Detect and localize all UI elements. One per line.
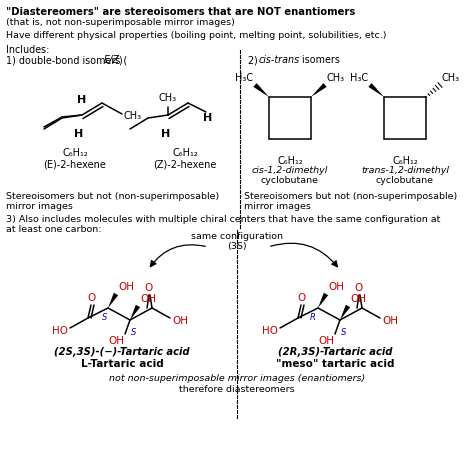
- Text: at least one carbon:: at least one carbon:: [6, 225, 101, 234]
- Text: "Diastereomers" are stereoisomers that are NOT enantiomers: "Diastereomers" are stereoisomers that a…: [6, 7, 355, 17]
- Text: S: S: [101, 313, 107, 322]
- Text: C₆H₁₂: C₆H₁₂: [62, 148, 88, 158]
- Text: O: O: [88, 293, 96, 303]
- Polygon shape: [311, 83, 327, 97]
- Text: CH₃: CH₃: [124, 111, 142, 121]
- Text: cis-trans: cis-trans: [259, 55, 300, 65]
- Text: OH: OH: [172, 316, 188, 326]
- Text: (2R,3S)-Tartaric acid: (2R,3S)-Tartaric acid: [278, 347, 392, 357]
- Text: Stereoisomers but not (non-superimposable): Stereoisomers but not (non-superimposabl…: [244, 192, 457, 201]
- Text: OH: OH: [118, 282, 134, 292]
- Text: "meso" tartaric acid: "meso" tartaric acid: [276, 359, 394, 369]
- Text: Have different physical properties (boiling point, melting point, solubilities, : Have different physical properties (boil…: [6, 31, 386, 40]
- Text: mirror images: mirror images: [6, 202, 73, 211]
- Text: (Z)-2-hexene: (Z)-2-hexene: [153, 159, 217, 169]
- Text: (E)-2-hexene: (E)-2-hexene: [44, 159, 107, 169]
- Text: H: H: [74, 129, 83, 139]
- Text: O: O: [145, 283, 153, 293]
- Text: E/Z: E/Z: [104, 55, 120, 65]
- Polygon shape: [108, 293, 118, 308]
- Polygon shape: [254, 83, 269, 97]
- Polygon shape: [340, 305, 350, 320]
- Text: C₆H₁₂: C₆H₁₂: [277, 156, 303, 166]
- Text: OH: OH: [350, 294, 366, 304]
- Text: trans-1,2-dimethyl: trans-1,2-dimethyl: [361, 166, 449, 175]
- Text: Includes:: Includes:: [6, 45, 49, 55]
- Text: H₃C: H₃C: [235, 73, 253, 83]
- Text: OH: OH: [140, 294, 156, 304]
- Text: H: H: [161, 129, 171, 139]
- Text: L-Tartaric acid: L-Tartaric acid: [81, 359, 164, 369]
- Text: O: O: [355, 283, 363, 293]
- Polygon shape: [130, 305, 140, 320]
- Text: cyclobutane: cyclobutane: [376, 176, 434, 185]
- Text: CH₃: CH₃: [442, 73, 460, 83]
- Text: C₆H₁₂: C₆H₁₂: [392, 156, 418, 166]
- Text: OH: OH: [382, 316, 398, 326]
- Text: OH: OH: [318, 336, 334, 346]
- Text: O: O: [298, 293, 306, 303]
- Text: ): ): [118, 55, 122, 65]
- Text: isomers: isomers: [299, 55, 340, 65]
- Text: H: H: [77, 95, 87, 105]
- Text: mirror images: mirror images: [244, 202, 311, 211]
- Text: S: S: [131, 328, 137, 337]
- Polygon shape: [368, 83, 384, 97]
- Text: HO: HO: [262, 326, 278, 336]
- Text: C₆H₁₂: C₆H₁₂: [172, 148, 198, 158]
- Text: OH: OH: [328, 282, 344, 292]
- Text: HO: HO: [52, 326, 68, 336]
- Text: 2): 2): [248, 55, 261, 65]
- Text: 1) double-bond isomers (: 1) double-bond isomers (: [6, 55, 127, 65]
- Text: H: H: [203, 113, 213, 123]
- Text: CH₃: CH₃: [159, 93, 177, 103]
- Text: S: S: [341, 328, 346, 337]
- Text: H₃C: H₃C: [350, 73, 368, 83]
- Text: cyclobutane: cyclobutane: [261, 176, 319, 185]
- Text: (2S,3S)-(−)-Tartaric acid: (2S,3S)-(−)-Tartaric acid: [54, 347, 190, 357]
- Text: (that is, not non-superimposable mirror images): (that is, not non-superimposable mirror …: [6, 18, 235, 27]
- Text: 3) Also includes molecules with multiple chiral centers that have the same confi: 3) Also includes molecules with multiple…: [6, 215, 440, 224]
- Text: Stereoisomers but not (non-superimposable): Stereoisomers but not (non-superimposabl…: [6, 192, 219, 201]
- Text: OH: OH: [108, 336, 124, 346]
- Text: (3S): (3S): [227, 242, 247, 251]
- Text: therefore diastereomers: therefore diastereomers: [179, 385, 295, 394]
- Text: same configuration: same configuration: [191, 232, 283, 241]
- Text: cis-1,2-dimethyl: cis-1,2-dimethyl: [252, 166, 328, 175]
- Text: CH₃: CH₃: [327, 73, 345, 83]
- Text: not non-superimposable mirror images (enantiomers): not non-superimposable mirror images (en…: [109, 374, 365, 383]
- Polygon shape: [318, 293, 328, 308]
- Text: R: R: [310, 313, 316, 322]
